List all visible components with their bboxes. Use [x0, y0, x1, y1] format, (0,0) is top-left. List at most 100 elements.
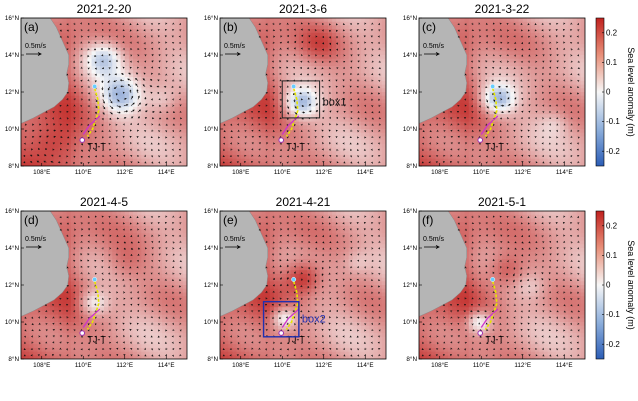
heatmap-cell	[178, 110, 184, 115]
velocity-arrow	[237, 149, 240, 152]
heatmap-cell	[87, 125, 93, 130]
heatmap-cell	[54, 136, 59, 141]
heatmap-cell	[489, 88, 495, 93]
heatmap-cell	[298, 51, 304, 56]
heatmap-cell	[303, 51, 308, 56]
heatmap-cell	[37, 147, 43, 152]
heatmap-cell	[365, 162, 370, 166]
heatmap-cell	[95, 84, 101, 89]
heatmap-cell	[344, 55, 350, 60]
velocity-arrow	[108, 129, 111, 132]
heatmap-cell	[124, 99, 130, 104]
velocity-arrow	[258, 148, 261, 151]
velocity-arrow	[321, 54, 324, 58]
heatmap-cell	[477, 32, 482, 38]
heatmap-cell	[182, 18, 187, 23]
heatmap-cell	[145, 121, 151, 126]
heatmap-cell	[423, 143, 428, 149]
heatmap-cell	[456, 18, 462, 23]
heatmap-cell	[178, 158, 184, 163]
velocity-arrow	[143, 90, 146, 94]
heatmap-cell	[497, 110, 503, 115]
heatmap-cell	[269, 62, 275, 67]
heatmap-cell	[74, 66, 80, 71]
heatmap-cell	[319, 47, 325, 52]
heatmap-cell	[112, 103, 118, 108]
heatmap-cell	[112, 51, 118, 56]
heatmap-cell	[66, 84, 72, 89]
velocity-arrow	[378, 160, 381, 164]
heatmap-cell	[381, 110, 386, 115]
heatmap-cell	[298, 88, 304, 93]
heatmap-cell	[481, 43, 486, 49]
heatmap-cell	[307, 51, 312, 56]
heatmap-cell	[348, 143, 354, 149]
heatmap-cell	[116, 73, 122, 78]
heatmap-cell	[145, 69, 151, 75]
velocity-arrow	[52, 142, 55, 145]
velocity-arrow	[342, 29, 345, 32]
heatmap-cell	[33, 117, 39, 123]
heatmap-cell	[352, 18, 358, 23]
velocity-arrow	[265, 136, 268, 139]
heatmap-cell	[282, 132, 287, 137]
heatmap-cell	[120, 29, 126, 34]
heatmap-cell	[157, 154, 163, 160]
heatmap-cell	[112, 88, 118, 93]
heatmap-cell	[477, 92, 482, 97]
velocity-arrow	[108, 67, 111, 70]
heatmap-cell	[116, 77, 122, 82]
velocity-arrow	[88, 92, 91, 95]
velocity-arrow	[130, 155, 133, 158]
heatmap-cell	[352, 140, 358, 145]
heatmap-cell	[373, 55, 379, 60]
heatmap-cell	[460, 136, 466, 141]
heatmap-cell	[460, 21, 466, 26]
heatmap-cell	[443, 154, 449, 160]
heatmap-cell	[468, 73, 474, 78]
velocity-arrow	[265, 29, 268, 32]
heatmap-cell	[327, 36, 333, 41]
heatmap-cell	[91, 77, 97, 82]
heatmap-cell	[87, 84, 93, 89]
velocity-arrow	[116, 105, 122, 108]
velocity-arrow	[343, 104, 346, 107]
heatmap-cell	[41, 143, 47, 149]
velocity-arrow	[321, 85, 324, 88]
heatmap-cell	[497, 92, 503, 97]
velocity-arrow	[80, 98, 84, 101]
heatmap-cell	[166, 73, 171, 78]
heatmap-cell	[182, 147, 187, 152]
heatmap-cell	[332, 106, 337, 112]
heatmap-cell	[45, 129, 51, 134]
velocity-arrow	[299, 66, 302, 69]
heatmap-cell	[182, 88, 187, 93]
heatmap-cell	[153, 55, 159, 60]
velocity-arrow	[80, 123, 83, 126]
heatmap-cell	[489, 158, 495, 163]
velocity-arrow	[87, 73, 90, 76]
heatmap-cell	[145, 154, 151, 160]
heatmap-cell	[356, 36, 362, 41]
heatmap-cell	[133, 121, 138, 126]
heatmap-cell	[282, 43, 287, 49]
heatmap-cell	[340, 158, 346, 163]
heatmap-cell	[464, 77, 470, 82]
heatmap-cell	[323, 29, 329, 34]
heatmap-cell	[435, 143, 441, 149]
heatmap-cell	[468, 62, 474, 67]
heatmap-cell	[464, 103, 470, 108]
heatmap-cell	[464, 121, 470, 126]
heatmap-cell	[182, 51, 187, 56]
velocity-arrow	[258, 142, 261, 145]
velocity-arrow	[46, 123, 49, 126]
heatmap-cell	[54, 114, 59, 119]
heatmap-cell	[332, 147, 337, 152]
heatmap-cell	[91, 117, 97, 123]
heatmap-cell	[361, 95, 366, 100]
heatmap-cell	[232, 117, 238, 123]
heatmap-cell	[157, 32, 163, 38]
heatmap-cell	[170, 55, 176, 60]
heatmap-cell	[174, 151, 180, 156]
heatmap-cell	[145, 106, 151, 112]
